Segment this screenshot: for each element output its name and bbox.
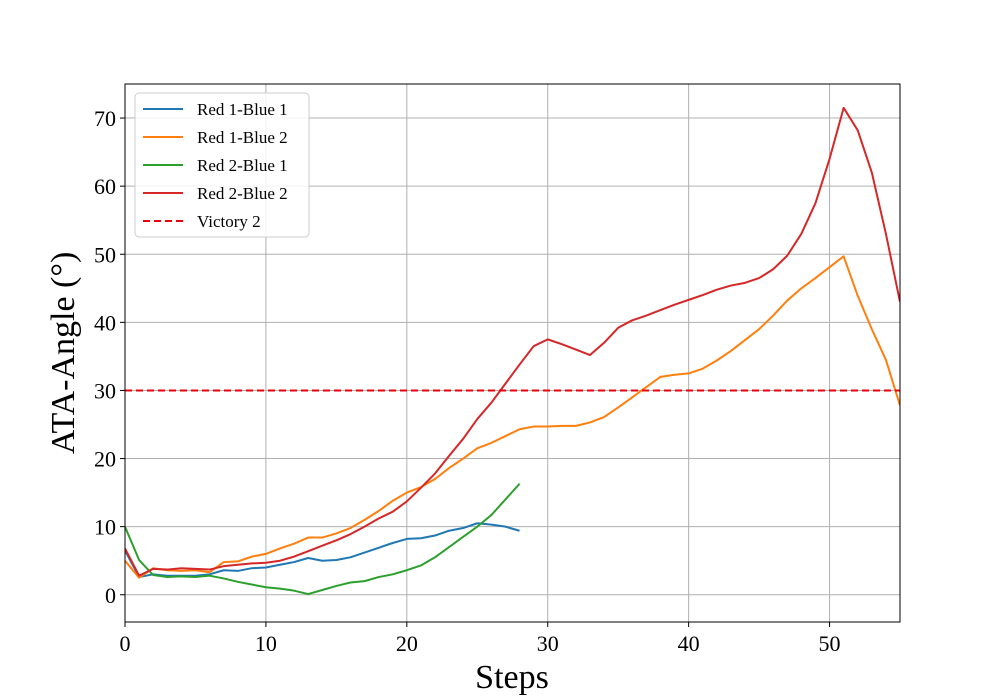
grid-lines xyxy=(124,84,900,622)
x-axis-label: Steps xyxy=(475,659,549,696)
y-tick-label: 60 xyxy=(94,174,116,199)
x-tick-label: 0 xyxy=(120,631,131,656)
plot-frame xyxy=(124,83,901,623)
y-tick-label: 30 xyxy=(94,378,116,403)
legend-box xyxy=(134,92,310,238)
legend-label: Red 1-Blue 2 xyxy=(197,128,288,147)
x-tick-label: 10 xyxy=(255,631,277,656)
series-line-1 xyxy=(125,522,520,579)
series-line-4 xyxy=(125,106,900,577)
legend-label: Red 2-Blue 1 xyxy=(197,156,288,175)
plot-series xyxy=(125,106,900,596)
x-tick-label: 40 xyxy=(678,631,700,656)
y-tick-label: 50 xyxy=(94,242,116,267)
y-tick-label: 0 xyxy=(105,583,116,608)
legend-label: Victory 2 xyxy=(197,212,261,231)
legend-label: Red 2-Blue 2 xyxy=(197,184,288,203)
x-tick-label: 50 xyxy=(819,631,841,656)
legend-label: Red 1-Blue 1 xyxy=(197,100,288,119)
series-line-2 xyxy=(125,255,900,579)
series-line-3 xyxy=(125,483,521,596)
y-tick-label: 10 xyxy=(94,515,116,540)
y-tick-label: 70 xyxy=(94,106,116,131)
y-tick-label: 40 xyxy=(94,310,116,335)
x-tick-label: 30 xyxy=(537,631,559,656)
legend: Red 1-Blue 1 Red 1-Blue 2 Red 2-Blue 1 Red … xyxy=(134,92,310,238)
y-tick-label: 20 xyxy=(94,447,116,472)
axis-ticks: 0 10 20 30 40 50 0 10 20 30 40 50 60 70 xyxy=(94,106,841,656)
y-axis-label: ATA-Angle (°) xyxy=(45,252,82,455)
x-tick-label: 20 xyxy=(396,631,418,656)
